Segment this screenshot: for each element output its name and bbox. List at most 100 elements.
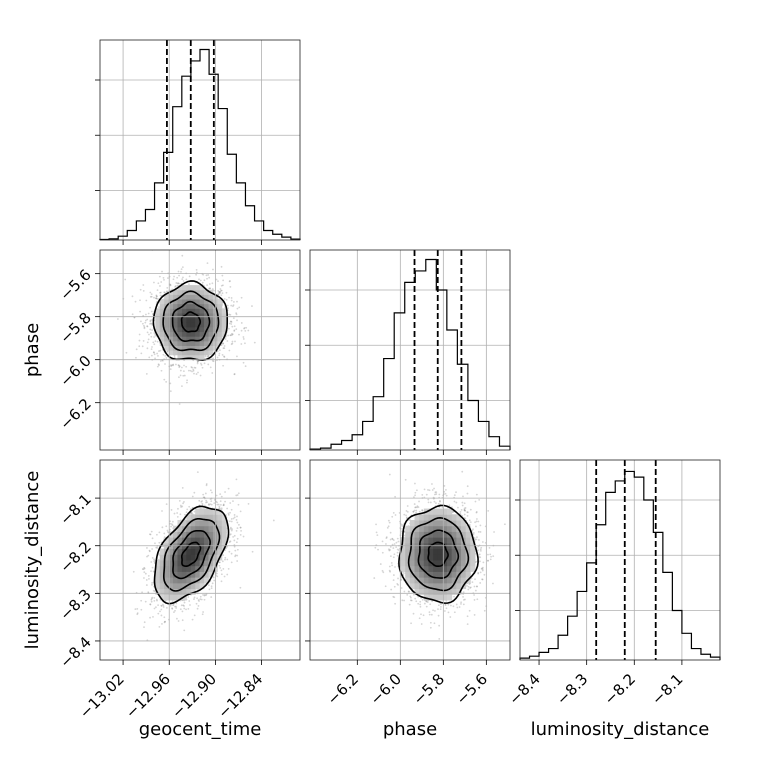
sample-point	[201, 613, 204, 616]
density-cell	[199, 331, 205, 337]
sample-point	[166, 350, 169, 353]
sample-point	[235, 478, 238, 481]
x-tick-label: −12.84	[214, 670, 266, 722]
density-cell	[181, 308, 187, 314]
sample-point	[181, 487, 184, 489]
sample-point	[219, 503, 222, 506]
sample-point	[153, 336, 155, 338]
sample-point	[203, 504, 206, 507]
sample-point	[222, 284, 224, 287]
sample-point	[173, 611, 175, 614]
sample-point	[151, 596, 154, 599]
density-cell	[199, 299, 205, 305]
sample-point	[236, 537, 239, 540]
sample-point	[251, 550, 254, 553]
density-cell	[195, 322, 201, 328]
sample-point	[207, 274, 210, 276]
density-cell	[168, 350, 174, 356]
sample-point	[138, 345, 141, 348]
sample-point	[203, 362, 206, 365]
sample-point	[146, 331, 149, 334]
sample-point	[182, 370, 185, 373]
density-cell	[173, 571, 178, 578]
density-cell	[190, 554, 196, 561]
density-cell	[168, 571, 174, 578]
sample-point	[231, 528, 234, 530]
sample-point	[193, 510, 196, 513]
density-cell	[208, 308, 214, 314]
sample-point	[134, 608, 137, 610]
sample-point	[233, 330, 236, 332]
sample-point	[136, 612, 139, 615]
density-cell	[186, 322, 192, 328]
density-cell	[177, 285, 183, 291]
density-cell	[181, 571, 187, 578]
sample-point	[162, 277, 165, 279]
sample-point	[222, 504, 225, 507]
sample-point	[148, 333, 150, 336]
density-cell	[195, 508, 201, 515]
density-cell	[186, 326, 192, 333]
sample-point	[158, 541, 161, 544]
sample-point	[162, 606, 165, 608]
sample-point	[153, 590, 156, 593]
y-tick-label: −5.8	[56, 309, 94, 347]
sample-point	[150, 335, 153, 338]
sample-point	[195, 268, 198, 271]
sample-point	[222, 567, 225, 570]
density-cell	[204, 565, 209, 572]
sample-point	[229, 334, 232, 337]
density-cell	[199, 354, 205, 360]
density-cell	[217, 331, 223, 337]
density-cell	[173, 303, 178, 309]
histogram-panel-phase	[305, 249, 511, 455]
density-cell	[168, 312, 174, 319]
sample-point	[158, 364, 160, 366]
sample-point	[183, 605, 185, 607]
contour-line	[162, 290, 220, 352]
sample-point	[152, 341, 155, 344]
sample-point	[218, 290, 220, 293]
sample-point	[142, 290, 145, 292]
density-cell	[164, 308, 170, 314]
sample-point	[233, 325, 236, 328]
sample-point	[191, 618, 194, 621]
density-cell	[186, 565, 192, 572]
density-cell	[190, 577, 196, 584]
sample-point	[170, 364, 172, 367]
x-tick-label: −13.02	[76, 670, 128, 722]
sample-point	[223, 347, 226, 350]
density-cell	[195, 514, 201, 521]
sample-point	[209, 498, 212, 501]
sample-point	[171, 607, 173, 610]
density-cell	[159, 582, 165, 590]
sample-point	[235, 519, 238, 521]
sample-point	[236, 527, 239, 530]
sample-point	[149, 533, 152, 536]
x-tick-label: −8.2	[601, 670, 639, 708]
sample-point	[222, 347, 225, 350]
sample-point	[185, 511, 188, 514]
sample-point	[169, 390, 172, 393]
density-cell	[208, 331, 214, 337]
sample-point	[195, 602, 198, 605]
sample-point	[150, 530, 153, 533]
density-cell	[190, 582, 196, 590]
density-cell	[186, 554, 192, 561]
density-cell	[164, 322, 170, 328]
sample-point	[183, 607, 186, 610]
density-cell	[208, 548, 214, 555]
density-cell	[177, 322, 183, 328]
density-cell	[177, 350, 183, 356]
density-cell	[204, 537, 209, 544]
sample-point	[438, 637, 441, 640]
sample-point	[176, 515, 179, 518]
density-cell	[173, 317, 178, 323]
density-cell	[186, 582, 192, 590]
density-cell	[186, 331, 192, 337]
density-cell	[159, 303, 165, 309]
sample-point	[151, 537, 154, 540]
sample-point	[235, 312, 238, 315]
density-cell	[168, 331, 174, 337]
sample-point	[136, 607, 139, 610]
